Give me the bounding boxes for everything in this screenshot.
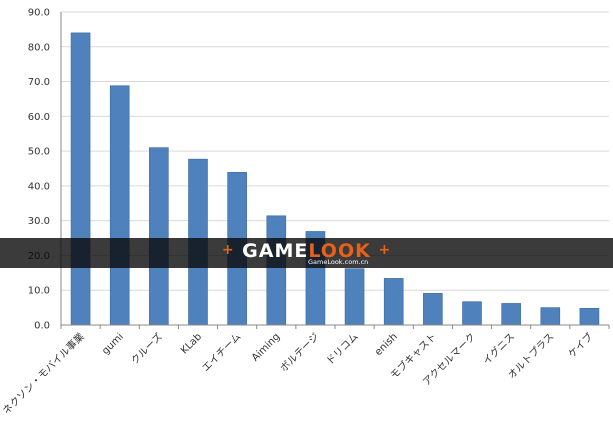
- y-tick-label: 70.0: [28, 77, 50, 88]
- gamelook-logo: + GAMELOOK +: [0, 240, 613, 262]
- bar-5: [266, 215, 287, 326]
- y-tick-label: 60.0: [28, 112, 50, 123]
- x-category-label: エイチーム: [200, 331, 244, 375]
- x-category-label: イグニス: [480, 330, 517, 367]
- bar-8: [383, 278, 404, 326]
- bar-7: [344, 268, 365, 326]
- y-tick-label: 0.0: [34, 321, 50, 332]
- bar-9: [423, 293, 443, 326]
- x-category-label: enish: [373, 331, 400, 358]
- x-category-label: KLab: [179, 331, 204, 356]
- y-tick-label: 50.0: [28, 147, 50, 158]
- bar-0: [70, 32, 91, 326]
- bar-2: [149, 147, 169, 326]
- y-tick-label: 90.0: [28, 8, 50, 19]
- logo-text-game: GAME: [242, 240, 309, 262]
- plus-icon: +: [221, 242, 235, 258]
- bar-1: [109, 85, 130, 326]
- y-tick-label: 80.0: [28, 42, 50, 53]
- x-category-label: クルーズ: [128, 330, 165, 367]
- bar-10: [462, 301, 482, 326]
- y-tick-label: 30.0: [28, 216, 50, 227]
- y-tick-label: 40.0: [28, 181, 50, 192]
- x-category-label: ボルテージ: [278, 331, 322, 375]
- bar-12: [540, 307, 561, 326]
- axes: [60, 12, 610, 329]
- bar-11: [501, 303, 521, 326]
- bars: [70, 32, 600, 326]
- y-tick-label: 10.0: [28, 286, 50, 297]
- x-category-label: ドリコム: [324, 331, 361, 368]
- watermark-banner: + GAMELOOK + GameLook.com.cn: [0, 238, 613, 268]
- bar-13: [579, 308, 600, 326]
- x-category-label: Aiming: [250, 331, 282, 363]
- watermark-url: GameLook.com.cn: [308, 258, 369, 266]
- y-tick-labels: 0.010.020.030.040.050.060.070.080.090.0: [28, 8, 50, 332]
- x-category-labels: ネクソン・モバイル事業 gumi クルーズ KLabエイチーム Aimingボルテージド…: [0, 330, 596, 417]
- x-category-label: ネクソン・モバイル事業: [0, 330, 87, 417]
- plus-icon: +: [378, 242, 392, 258]
- x-category-label: gumi: [100, 331, 126, 357]
- logo-text-look: LOOK: [308, 240, 371, 262]
- x-category-label: ケイブ: [565, 330, 595, 360]
